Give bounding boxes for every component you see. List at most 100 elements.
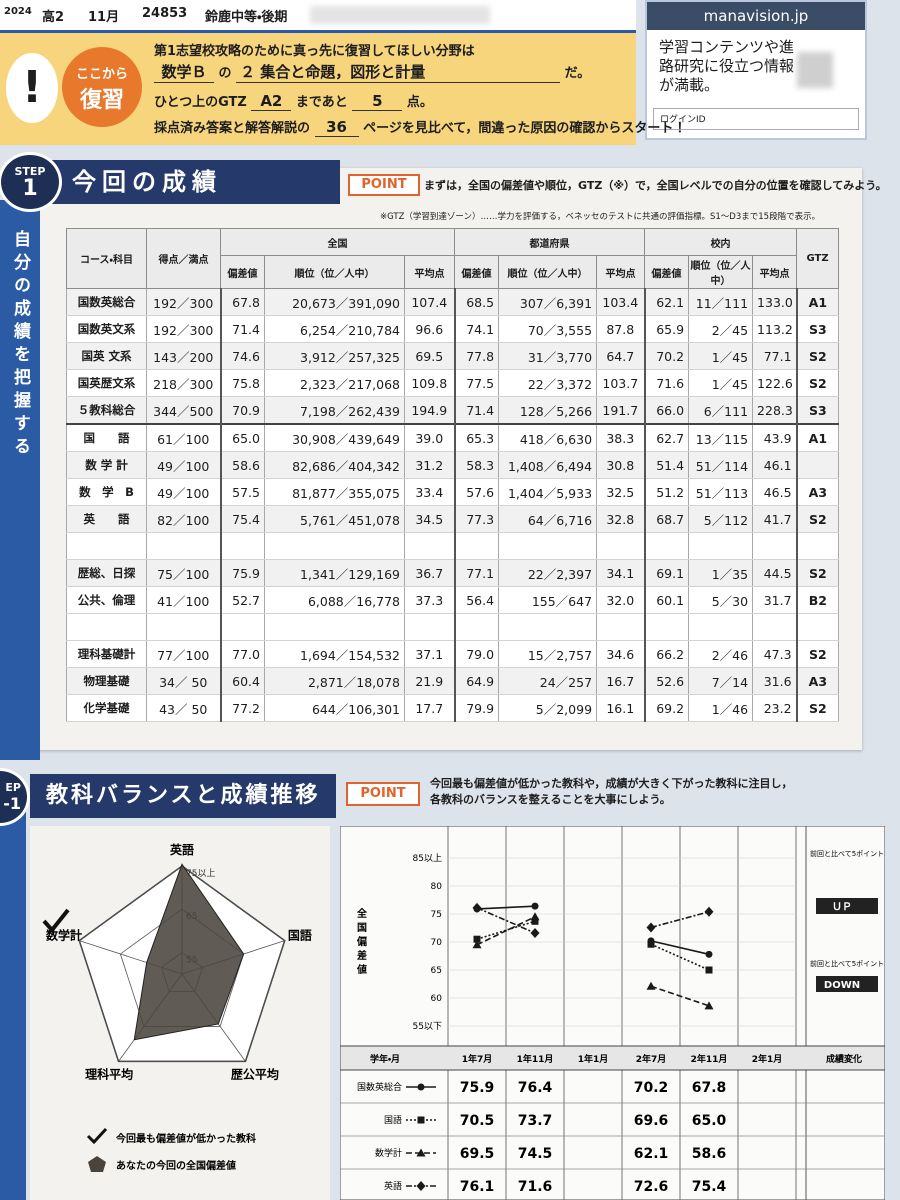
table-cell: 75／100 bbox=[146, 559, 221, 587]
empty-cell bbox=[146, 532, 221, 560]
table-cell: 41／100 bbox=[146, 586, 221, 614]
table-cell: 理科基礎計 bbox=[66, 640, 147, 668]
line-marker bbox=[531, 902, 539, 910]
empty-cell bbox=[688, 532, 754, 560]
table-cell: 122.6 bbox=[752, 369, 798, 397]
table-cell: 国数英文系 bbox=[66, 315, 147, 343]
table-cell: 218／300 bbox=[146, 369, 221, 397]
line-marker bbox=[646, 922, 656, 933]
x-tick-label: 1年11月 bbox=[517, 1053, 554, 1065]
table-cell: 22／3,372 bbox=[498, 369, 598, 397]
table-cell: 82,686／404,342 bbox=[264, 451, 405, 479]
data-row: ５教科総合 344／500 70.9 7,198／262,439 194.9 71.4 12… bbox=[66, 396, 840, 425]
table-cell: 33.4 bbox=[403, 478, 456, 506]
radar-axis-label: 数学計 bbox=[46, 928, 82, 943]
data-row: 数 学 計 49／100 58.6 82,686／404,342 31.2 58.3 1,4… bbox=[66, 451, 840, 479]
table-cell: 化学基礎 bbox=[66, 694, 147, 722]
table-cell: 77.2 bbox=[219, 694, 265, 722]
point-text: まずは，全国の偏差値や順位，GTZ（※）で，全国レベルでの自分の位置を確認してみ… bbox=[424, 179, 887, 192]
table-cell: 3,912／257,325 bbox=[264, 342, 405, 370]
table-cell: 31.7 bbox=[752, 586, 798, 614]
line-marker bbox=[531, 917, 539, 925]
table-cell: 国英歴文系 bbox=[66, 369, 147, 397]
line-marker bbox=[704, 1001, 714, 1010]
line-marker bbox=[417, 1116, 425, 1124]
table-cell: 79.9 bbox=[453, 694, 500, 722]
table-cell: 75.9 bbox=[219, 559, 265, 587]
table-cell: 75.4 bbox=[219, 505, 265, 533]
radar-ring bbox=[78, 865, 286, 1062]
region-header: 都道府県 bbox=[454, 228, 646, 256]
y-tick-label: 60 bbox=[431, 994, 443, 1004]
down-note: 前回と比べて5ポイント以上下降 bbox=[810, 959, 885, 968]
empty-cell bbox=[219, 613, 265, 641]
empty-cell bbox=[643, 532, 690, 560]
pages-number: 36 bbox=[314, 118, 359, 137]
qr-blur bbox=[797, 52, 833, 88]
table-cell: 32.5 bbox=[596, 478, 646, 506]
radar-area bbox=[133, 863, 245, 1041]
line-marker bbox=[530, 928, 540, 939]
value-label: 76.4 bbox=[518, 1080, 553, 1096]
table-cell: 31.2 bbox=[403, 451, 456, 479]
up-label: ＵＰ bbox=[832, 901, 852, 913]
review-pages-line: 採点済み答案と解答解説の 36 ページを見比べて，間違った原因の確認からスタート… bbox=[154, 117, 686, 137]
point-label: POINT bbox=[348, 174, 420, 196]
check-icon bbox=[42, 908, 70, 934]
badge-top: ここから bbox=[75, 67, 128, 82]
table-cell: 57.5 bbox=[219, 478, 265, 506]
data-row: 数 学 B 49／100 57.5 81,877／355,075 33.4 57.6 1,4… bbox=[66, 478, 840, 506]
x-tick-label: 2年7月 bbox=[636, 1053, 667, 1065]
table-cell: 公共、倫理 bbox=[66, 586, 147, 614]
table-cell: 103.7 bbox=[596, 369, 646, 397]
table-cell: 418／6,630 bbox=[498, 423, 598, 452]
x-tick-label: 2年1月 bbox=[752, 1053, 783, 1065]
sub-header: 順位（位／人中） bbox=[688, 255, 754, 289]
table-cell: 51／113 bbox=[688, 478, 754, 506]
value-label: 72.6 bbox=[634, 1179, 669, 1195]
value-label: 62.1 bbox=[634, 1146, 669, 1162]
column-header: 得点／満点 bbox=[146, 228, 221, 289]
table-cell: A1 bbox=[795, 288, 840, 316]
table-cell: 47.3 bbox=[752, 640, 798, 668]
table-cell: 39.0 bbox=[403, 423, 456, 452]
series-line bbox=[476, 920, 710, 971]
table-cell: 17.7 bbox=[403, 694, 456, 722]
table-cell: 34.5 bbox=[403, 505, 456, 533]
empty-cell bbox=[795, 532, 840, 560]
table-cell: 国数英総合 bbox=[66, 288, 147, 316]
value-label: 73.7 bbox=[518, 1113, 553, 1129]
table-cell: 46.5 bbox=[752, 478, 798, 506]
series-line bbox=[476, 907, 710, 934]
table-cell: S2 bbox=[795, 640, 840, 668]
empty-cell bbox=[596, 532, 646, 560]
table-cell: 644／106,301 bbox=[264, 694, 405, 722]
table-cell: 77.1 bbox=[752, 342, 798, 370]
table-cell: 5／30 bbox=[688, 586, 754, 614]
table-cell: 65.0 bbox=[219, 423, 265, 452]
table-cell: 37.3 bbox=[403, 586, 456, 614]
table-cell: B2 bbox=[795, 586, 840, 614]
table-cell: 143／200 bbox=[146, 342, 221, 370]
review-end: だ。 bbox=[564, 66, 591, 81]
table-cell: 7,198／262,439 bbox=[264, 396, 405, 425]
line-marker bbox=[472, 940, 482, 949]
table-cell: 英 語 bbox=[66, 505, 147, 533]
table-cell: A3 bbox=[795, 667, 840, 695]
review-particle: の bbox=[218, 66, 232, 81]
table-cell: 51.4 bbox=[643, 451, 690, 479]
table-cell: 国英 文系 bbox=[66, 342, 147, 370]
y-tick-label: 55以下 bbox=[413, 1022, 442, 1032]
table-cell: 62.7 bbox=[643, 423, 690, 452]
table-cell: 1,694／154,532 bbox=[264, 640, 405, 668]
table-cell: 66.2 bbox=[643, 640, 690, 668]
table-cell: 30,908／439,649 bbox=[264, 423, 405, 452]
data-row: 国数英総合 192／300 67.8 20,673／391,090 107.4 68.5 3… bbox=[66, 288, 840, 316]
table-cell: 30.8 bbox=[596, 451, 646, 479]
table-cell: S2 bbox=[795, 694, 840, 722]
gtz-note: ※GTZ（学習到達ゾーン）……学力を評価する，ベネッセのテストに共通の評価指標。… bbox=[380, 212, 821, 222]
table-cell: 41.7 bbox=[752, 505, 798, 533]
down-box bbox=[816, 976, 878, 992]
table-head: 学年・月 bbox=[370, 1053, 400, 1065]
legend-name: 数学計 bbox=[375, 1147, 402, 1159]
